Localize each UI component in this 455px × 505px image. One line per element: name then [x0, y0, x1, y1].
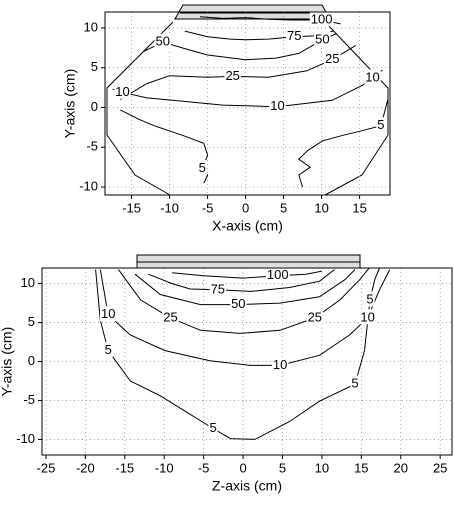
x-tick-label: -5: [198, 460, 210, 475]
y-tick-label: -5: [23, 392, 35, 407]
contour-label-bg: [208, 419, 218, 435]
y-tick-label: 10: [84, 19, 98, 34]
phantom-outline: [106, 21, 174, 196]
contour-label-bg: [364, 69, 381, 85]
y-tick-label: -5: [86, 139, 98, 154]
contour-label-bg: [314, 31, 331, 47]
contour-label-bg: [269, 98, 286, 114]
contour-label-bg: [306, 309, 324, 325]
x-tick-label: 20: [394, 460, 408, 475]
contour-label: 25: [163, 309, 177, 324]
x-tick-label: 5: [279, 460, 286, 475]
x-tick-label: 10: [315, 460, 329, 475]
contour-label: 10: [270, 98, 284, 113]
x-tick-label: 15: [352, 200, 366, 215]
contour-label-bg: [224, 67, 241, 83]
x-tick-label: 5: [280, 200, 287, 215]
y-tick-label: 5: [91, 59, 98, 74]
contour-line: [95, 267, 380, 440]
contour-label-bg: [197, 160, 207, 176]
contour-label: 75: [287, 28, 301, 43]
plot-frame: [41, 267, 453, 456]
x-tick-label: 10: [314, 200, 328, 215]
contour-label: 10: [365, 69, 379, 84]
contour-label: 5: [199, 160, 206, 175]
contour-label-bg: [265, 267, 290, 283]
x-tick-label: -15: [122, 200, 141, 215]
contour-label: 10: [115, 84, 129, 99]
contour-label: 5: [377, 117, 384, 132]
contour-label: 50: [231, 296, 245, 311]
contour-label-bg: [324, 51, 341, 67]
contour-label: 75: [211, 281, 225, 296]
x-tick-label: -10: [160, 200, 179, 215]
contour-line: [172, 270, 322, 279]
y-tick-label: 0: [28, 353, 35, 368]
contour-line: [184, 30, 334, 41]
contour-line: [112, 69, 383, 108]
contour-label-bg: [286, 28, 303, 44]
x-axis-label: Z-axis (cm): [212, 478, 282, 494]
contour-line: [118, 267, 370, 334]
y-tick-label: 0: [91, 99, 98, 114]
contour-label-bg: [162, 309, 179, 325]
contour-label: 5: [351, 376, 358, 391]
x-tick-label: -10: [155, 460, 174, 475]
contour-label: 25: [308, 309, 322, 324]
x-tick-label: -25: [37, 460, 56, 475]
contour-label-bg: [114, 83, 131, 99]
contour-label-bg: [103, 342, 113, 358]
y-axis-label: Y-axis (cm): [62, 69, 78, 139]
plot-frame: [104, 11, 391, 196]
contour-line: [148, 269, 335, 292]
contour-label: 50: [156, 34, 170, 49]
contour-label: 25: [225, 68, 239, 83]
y-tick-label: -10: [16, 431, 35, 446]
contour-label-bg: [376, 117, 386, 133]
contour-label: 100: [267, 267, 289, 282]
contour-label: 10: [360, 309, 374, 324]
x-tick-label: -5: [202, 200, 214, 215]
y-tick-label: -10: [79, 178, 98, 193]
contour-label: 25: [325, 51, 339, 66]
contour-label-bg: [365, 291, 375, 307]
x-tick-label: -15: [115, 460, 134, 475]
contour-line: [142, 33, 338, 61]
y-axis-label: Y-axis (cm): [0, 327, 15, 397]
contour-label-bg: [230, 296, 247, 312]
contour-line: [298, 100, 389, 188]
contour-line: [134, 269, 356, 306]
contour-label: 100: [311, 11, 333, 26]
y-tick-label: 5: [28, 314, 35, 329]
contour-label: 5: [366, 291, 373, 306]
contour-label-bg: [99, 306, 117, 322]
contour-label-bg: [271, 356, 289, 372]
contour-label: 10: [273, 357, 287, 372]
contour-label: 10: [101, 306, 115, 321]
x-tick-label: 25: [433, 460, 447, 475]
phantom-outline: [324, 21, 389, 196]
x-axis-label: X-axis (cm): [212, 218, 283, 234]
contour-label-bg: [359, 309, 376, 325]
contour-label-bg: [154, 33, 171, 49]
contour-label-bg: [350, 375, 360, 391]
y-tick-label: 10: [21, 275, 35, 290]
contour-label-bg: [309, 11, 334, 27]
contour-label: 5: [105, 342, 112, 357]
contour-label: 5: [209, 420, 216, 435]
contour-label: 50: [315, 31, 329, 46]
contour-label-bg: [209, 281, 227, 297]
x-tick-label: 15: [354, 460, 368, 475]
x-tick-label: 0: [239, 460, 246, 475]
x-tick-label: -20: [76, 460, 95, 475]
x-tick-label: 0: [242, 200, 249, 215]
